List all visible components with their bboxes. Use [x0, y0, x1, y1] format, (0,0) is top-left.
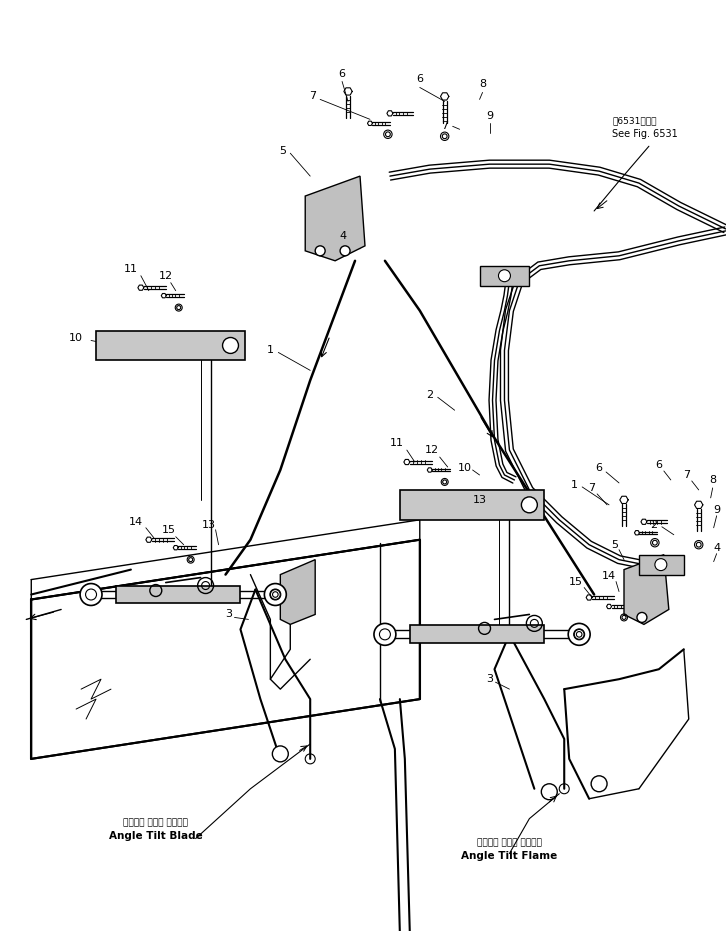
Text: 6: 6 — [595, 463, 603, 473]
Circle shape — [80, 583, 102, 606]
Circle shape — [637, 612, 647, 622]
Text: 3: 3 — [486, 675, 493, 684]
Text: 9: 9 — [486, 111, 493, 121]
Polygon shape — [281, 560, 316, 624]
Text: 7: 7 — [589, 483, 595, 493]
Polygon shape — [624, 554, 669, 624]
Circle shape — [265, 583, 286, 606]
Circle shape — [316, 246, 325, 256]
Text: 9: 9 — [713, 505, 720, 515]
Text: 4: 4 — [340, 230, 347, 241]
Text: 6: 6 — [417, 75, 423, 85]
Text: 11: 11 — [390, 439, 404, 448]
Circle shape — [374, 623, 396, 646]
Text: 6: 6 — [339, 68, 345, 78]
Text: Angle Tilt Flame: Angle Tilt Flame — [462, 851, 558, 860]
Bar — [96, 330, 246, 360]
Text: 13: 13 — [473, 494, 486, 505]
Text: See Fig. 6531: See Fig. 6531 — [612, 130, 678, 139]
Text: 5: 5 — [611, 539, 619, 550]
Circle shape — [222, 338, 238, 354]
Polygon shape — [410, 625, 545, 644]
Text: Angle Tilt Blade: Angle Tilt Blade — [109, 830, 203, 841]
Text: 1: 1 — [571, 480, 578, 490]
Text: 10: 10 — [457, 463, 472, 473]
Text: 15: 15 — [569, 577, 583, 587]
Text: 11: 11 — [124, 264, 138, 273]
Text: 15: 15 — [161, 524, 176, 535]
Text: 6: 6 — [655, 460, 662, 470]
Text: 8: 8 — [479, 79, 486, 90]
Text: 1: 1 — [267, 345, 274, 355]
Circle shape — [499, 270, 510, 282]
Circle shape — [521, 497, 537, 513]
Polygon shape — [305, 176, 365, 261]
Circle shape — [340, 246, 350, 256]
Text: アングル チルト ブレード: アングル チルト ブレード — [124, 818, 188, 828]
Circle shape — [569, 623, 590, 646]
Text: 14: 14 — [129, 517, 143, 527]
Text: 10: 10 — [69, 333, 83, 343]
Text: アングル チルト フレーム: アングル チルト フレーム — [477, 839, 542, 847]
Text: 2: 2 — [426, 390, 433, 400]
Text: 7: 7 — [683, 470, 691, 480]
Text: 第6531図参照: 第6531図参照 — [612, 117, 656, 125]
Bar — [639, 554, 684, 575]
Text: 12: 12 — [158, 271, 173, 281]
Text: 2: 2 — [651, 520, 657, 530]
Text: 12: 12 — [425, 445, 439, 455]
Bar — [400, 490, 545, 520]
Circle shape — [273, 745, 289, 762]
Circle shape — [542, 784, 558, 800]
Circle shape — [591, 776, 607, 792]
Text: 8: 8 — [709, 475, 716, 485]
Bar — [480, 266, 529, 285]
Circle shape — [655, 559, 667, 571]
Text: 5: 5 — [279, 146, 286, 156]
Text: 14: 14 — [602, 571, 616, 580]
Text: 3: 3 — [225, 609, 232, 620]
Text: 4: 4 — [713, 543, 720, 552]
Text: 7: 7 — [441, 121, 449, 132]
Text: 13: 13 — [201, 520, 216, 530]
Polygon shape — [116, 586, 241, 604]
Text: 7: 7 — [309, 91, 316, 102]
